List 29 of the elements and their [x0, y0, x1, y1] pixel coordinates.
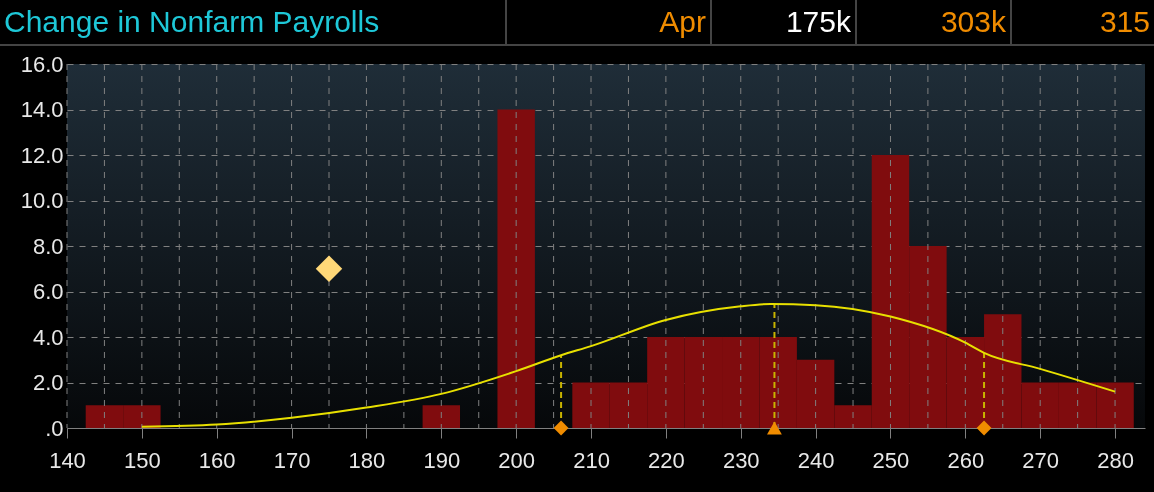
text: 303k: [855, 0, 1010, 44]
x-tick-label: 230: [722, 447, 760, 473]
x-tick-label: 260: [947, 447, 985, 473]
x-tick-label: 280: [1097, 447, 1134, 473]
x-tick-label: 250: [872, 447, 910, 473]
x-tick-label: 160: [198, 447, 236, 473]
text: Apr: [505, 0, 710, 44]
y-tick-label: 6.0: [32, 279, 64, 304]
chart-title: Change in Nonfarm Payrolls: [3, 4, 381, 40]
y-tick-label: 14.0: [20, 97, 64, 122]
x-tick-label: 240: [797, 447, 835, 473]
x-tick-label: 180: [348, 447, 386, 473]
y-tick-label: 4.0: [32, 324, 64, 350]
text: 175k: [710, 0, 855, 44]
x-tick-label: 170: [273, 447, 311, 473]
text: 315: [1010, 0, 1154, 44]
x-tick-label: 210: [573, 447, 610, 473]
y-tick-label: 10.0: [20, 188, 64, 213]
y-tick-label: 12.0: [20, 142, 64, 168]
x-tick-label: 140: [49, 447, 86, 473]
y-tick-label: 8.0: [32, 233, 64, 259]
x-tick-label: 190: [423, 447, 461, 473]
x-tick-label: 270: [1022, 447, 1060, 473]
y-tick-label: 16.0: [20, 51, 64, 77]
x-tick-label: 220: [648, 447, 685, 473]
y-tick-label: .0: [45, 415, 64, 441]
x-tick-label: 200: [498, 447, 536, 473]
x-tick-label: 150: [124, 447, 161, 473]
y-tick-label: 2.0: [32, 370, 64, 395]
